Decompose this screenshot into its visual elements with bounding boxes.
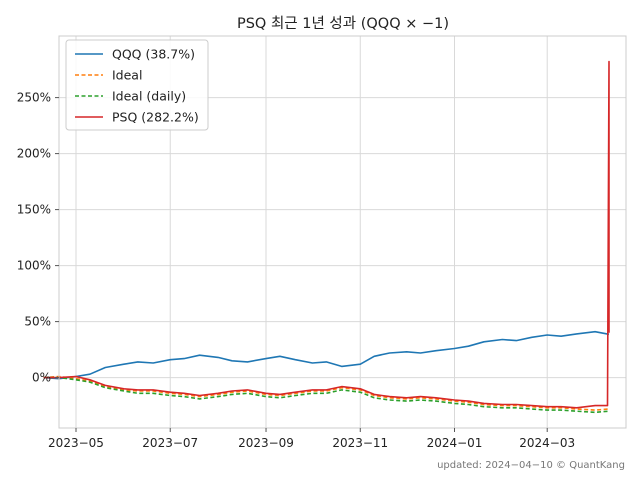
y-tick-label: 0% bbox=[32, 371, 51, 385]
grid bbox=[59, 36, 626, 428]
y-tick-label: 250% bbox=[17, 91, 51, 105]
x-tick-label: 2024−03 bbox=[519, 436, 575, 450]
series-line-psq-282-2 bbox=[43, 60, 610, 409]
x-tick-label: 2023−11 bbox=[332, 436, 388, 450]
y-tick-label: 150% bbox=[17, 203, 51, 217]
axis-ticks: 2023−05 2023−07 2023−09 2023−11 2024−01 2024−… bbox=[17, 91, 575, 450]
legend-label-qqq: QQQ (38.7%) bbox=[112, 47, 195, 62]
legend-label-ideal: Ideal bbox=[112, 68, 142, 83]
x-tick-label: 2024−01 bbox=[427, 436, 483, 450]
series-line-ideal-daily bbox=[43, 376, 610, 414]
chart-title: PSQ 최근 1년 성과 (QQQ × −1) bbox=[237, 15, 449, 32]
y-tick-label: 200% bbox=[17, 147, 51, 161]
series-line-ideal bbox=[43, 375, 610, 411]
series-line-qqq-38-7 bbox=[43, 330, 610, 380]
legend-label-psq: PSQ (282.2%) bbox=[112, 110, 199, 125]
series-lines bbox=[43, 60, 610, 414]
legend: QQQ (38.7%) Ideal Ideal (daily) PSQ (282… bbox=[65, 39, 209, 131]
y-tick-label: 50% bbox=[24, 315, 51, 329]
y-tick-label: 100% bbox=[17, 259, 51, 273]
legend-label-ideal-daily: Ideal (daily) bbox=[112, 89, 186, 104]
x-tick-label: 2023−07 bbox=[142, 436, 198, 450]
legend-box bbox=[65, 39, 209, 131]
x-tick-label: 2023−05 bbox=[48, 436, 104, 450]
plot-frame bbox=[58, 35, 627, 429]
x-tick-label: 2023−09 bbox=[238, 436, 294, 450]
footer-note: updated: 2024−04−10 © QuantKang bbox=[437, 460, 625, 471]
